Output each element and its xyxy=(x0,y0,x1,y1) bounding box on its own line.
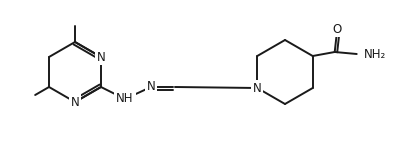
Text: N: N xyxy=(146,81,155,94)
Text: N: N xyxy=(97,50,105,63)
Text: NH₂: NH₂ xyxy=(364,48,386,61)
Text: N: N xyxy=(71,95,80,108)
Text: NH: NH xyxy=(116,92,134,106)
Text: N: N xyxy=(253,82,262,95)
Text: O: O xyxy=(332,22,341,36)
